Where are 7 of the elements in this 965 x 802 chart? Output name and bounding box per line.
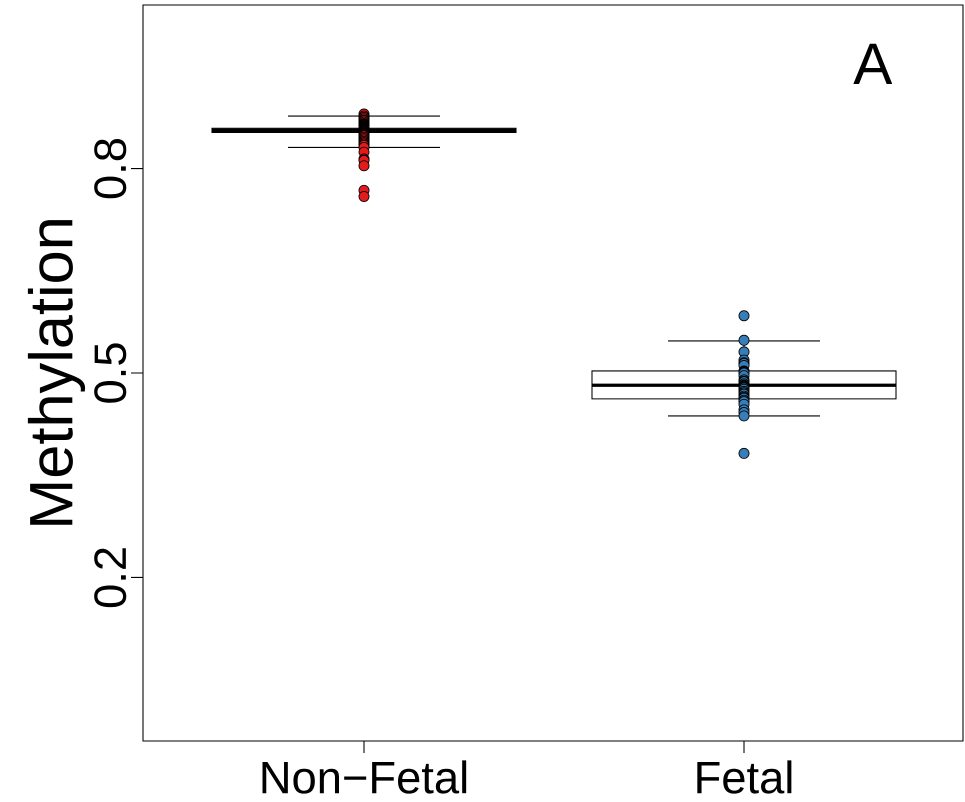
y-tick-label: 0.5: [94, 343, 126, 403]
x-tick-label: Non−Fetal: [262, 760, 466, 794]
annotation: A: [853, 44, 892, 84]
x-tick-label: Fetal: [697, 760, 792, 794]
y-axis-title: Methylation: [28, 220, 86, 525]
y-tick-label: 0.2: [94, 548, 126, 608]
y-tick-label: 0.8: [94, 138, 126, 198]
